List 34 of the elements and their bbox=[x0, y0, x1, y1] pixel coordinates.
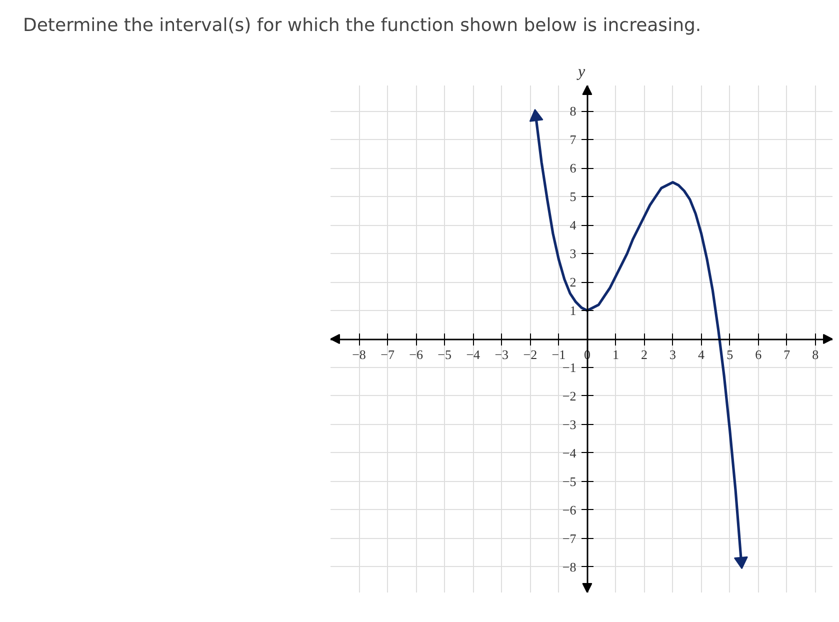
y-tick-label: −5 bbox=[562, 474, 576, 489]
x-tick-label: −4 bbox=[466, 347, 481, 362]
x-tick-label: 3 bbox=[670, 347, 676, 362]
y-tick-label: 3 bbox=[570, 246, 576, 262]
y-tick-label: −6 bbox=[562, 502, 577, 518]
x-tick-label: 7 bbox=[784, 347, 791, 362]
x-tick-label: −7 bbox=[380, 347, 395, 362]
x-tick-label: −8 bbox=[352, 347, 366, 362]
y-tick-label: −4 bbox=[562, 445, 577, 460]
y-tick-label: 4 bbox=[570, 218, 577, 233]
y-tick-label: 6 bbox=[570, 160, 577, 176]
y-tick-label: −3 bbox=[562, 416, 576, 432]
y-axis-title: y bbox=[576, 64, 586, 80]
x-tick-label: −5 bbox=[438, 347, 452, 362]
x-tick-label: 2 bbox=[641, 347, 648, 362]
y-tick-label: 7 bbox=[570, 132, 577, 148]
x-tick-label: −1 bbox=[552, 347, 566, 362]
x-tick-label: 5 bbox=[726, 347, 734, 362]
x-tick-label: 1 bbox=[612, 347, 619, 362]
chart-title: Determine the interval(s) for which the function shown below is increasing. bbox=[23, 14, 702, 38]
x-tick-label: −3 bbox=[494, 347, 509, 362]
y-tick-label: 5 bbox=[570, 189, 576, 204]
x-tick-label: 4 bbox=[698, 347, 706, 362]
y-tick-label: 1 bbox=[570, 303, 576, 318]
y-tick-label: −8 bbox=[562, 559, 576, 574]
y-tick-label: −1 bbox=[562, 360, 576, 375]
y-tick-label: −2 bbox=[562, 388, 576, 404]
y-tick-label: 2 bbox=[570, 274, 576, 290]
x-tick-label: −2 bbox=[523, 347, 538, 362]
x-tick-label: −6 bbox=[409, 347, 424, 362]
y-tick-label: −7 bbox=[562, 530, 577, 546]
y-tick-label: 8 bbox=[570, 104, 576, 119]
x-tick-label: 6 bbox=[755, 347, 762, 362]
x-tick-label: 8 bbox=[812, 347, 819, 362]
